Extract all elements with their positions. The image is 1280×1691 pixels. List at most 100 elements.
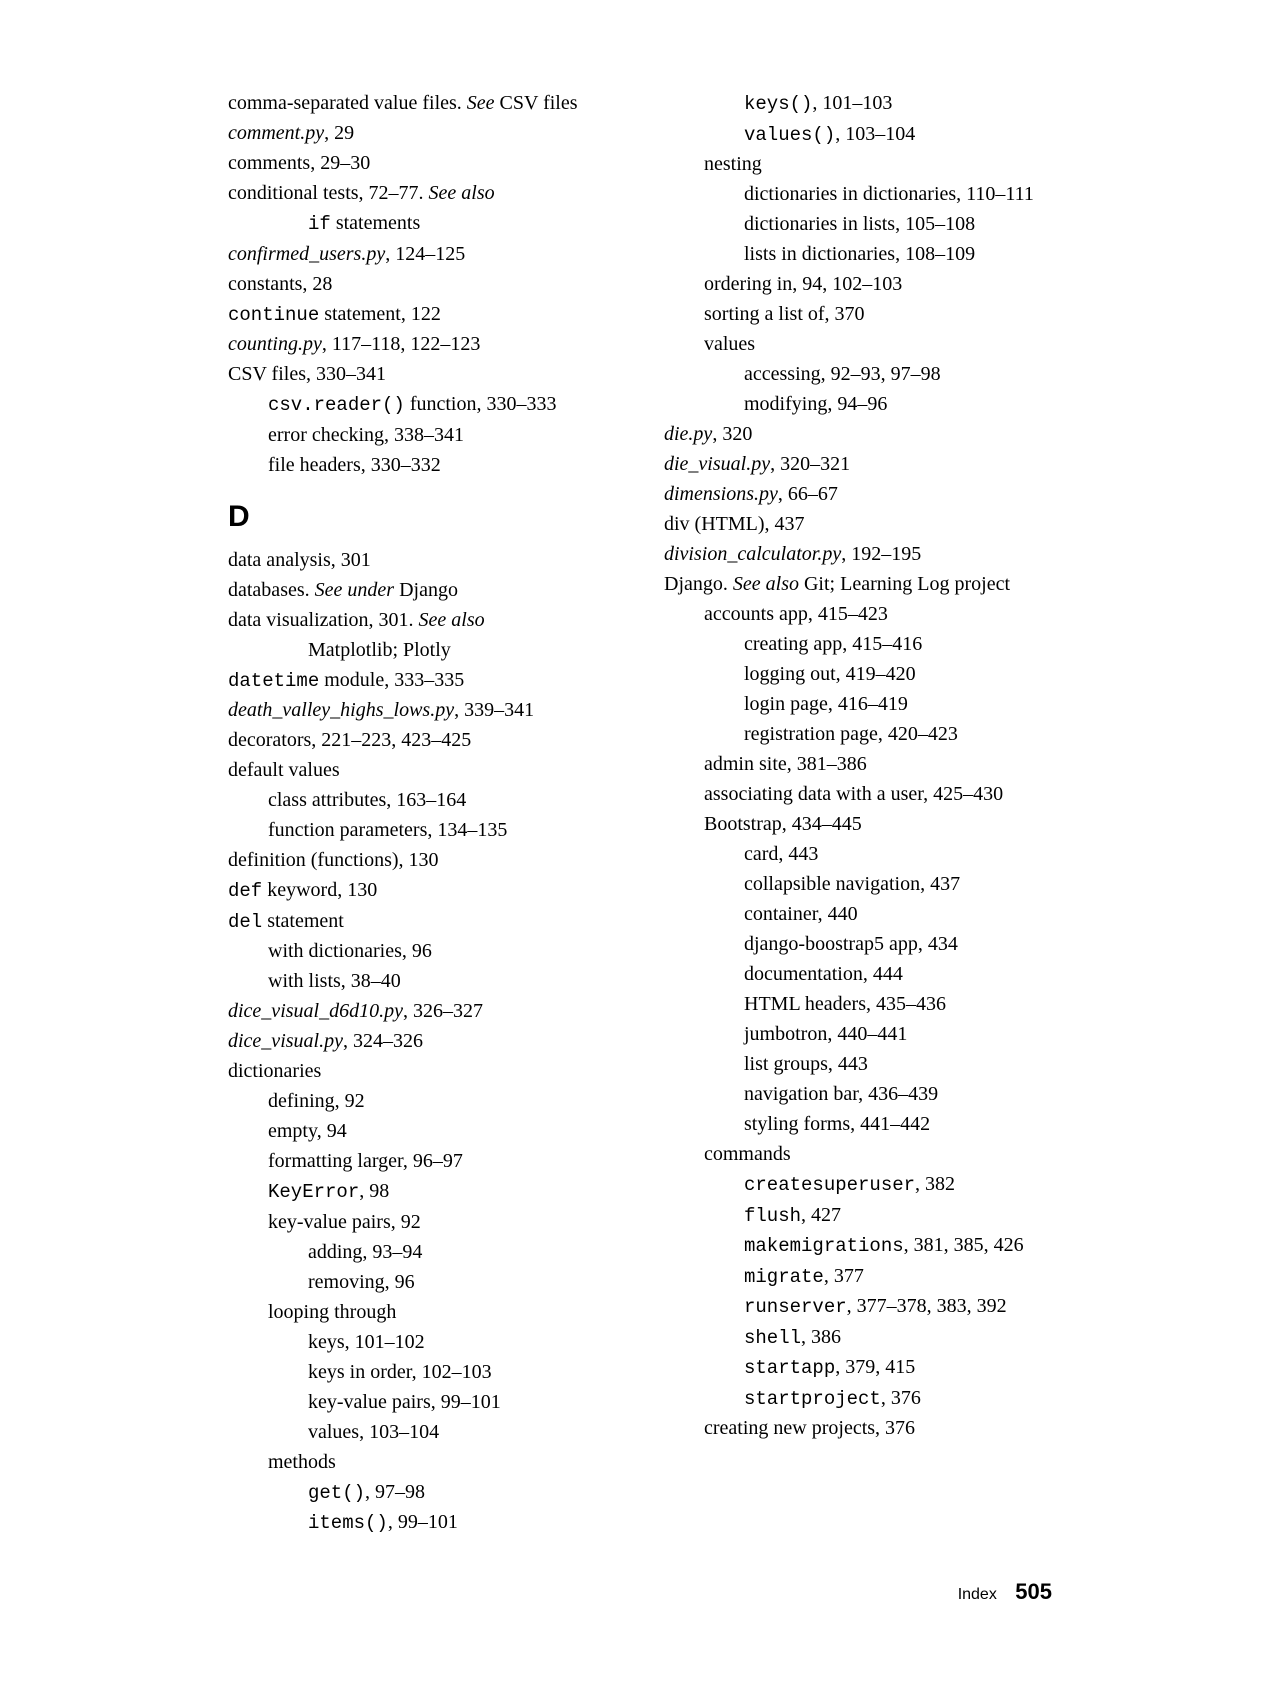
index-text: associating data with a user, 425–430 — [704, 783, 1003, 805]
index-entry: container, 440 — [664, 899, 1052, 929]
index-entry: login page, 416–419 — [664, 689, 1052, 719]
index-text: , 192–195 — [841, 543, 921, 565]
index-entry: startproject, 376 — [664, 1383, 1052, 1414]
index-entry: dice_visual_d6d10.py, 326–327 — [228, 996, 616, 1026]
index-text: datetime — [228, 670, 319, 692]
index-text: KeyError — [268, 1181, 359, 1203]
index-letter-heading: D — [228, 494, 616, 539]
index-entry: runserver, 377–378, 383, 392 — [664, 1291, 1052, 1322]
index-text: , 376 — [881, 1387, 921, 1409]
index-text: createsuperuser — [744, 1174, 915, 1196]
index-entry: Bootstrap, 434–445 — [664, 809, 1052, 839]
index-text: , 66–67 — [778, 483, 838, 505]
index-text: continue — [228, 304, 319, 326]
index-entry: Django. See also Git; Learning Log proje… — [664, 569, 1052, 599]
index-text: statements — [331, 212, 420, 234]
index-text: , 377–378, 383, 392 — [847, 1295, 1007, 1317]
index-text: comments, 29–30 — [228, 152, 370, 174]
index-entry: createsuperuser, 382 — [664, 1169, 1052, 1200]
index-text: values — [704, 333, 755, 355]
index-text: removing, 96 — [308, 1271, 415, 1293]
index-text: See also — [419, 609, 485, 631]
index-entry: items(), 99–101 — [228, 1507, 616, 1538]
index-entry: empty, 94 — [228, 1116, 616, 1146]
index-text: , 320 — [712, 423, 752, 445]
index-text: values, 103–104 — [308, 1421, 439, 1443]
index-entry: definition (functions), 130 — [228, 845, 616, 875]
index-text: flush — [744, 1205, 801, 1227]
index-text: commands — [704, 1143, 791, 1165]
index-text: csv.reader() — [268, 394, 405, 416]
index-text: dictionaries in lists, 105–108 — [744, 213, 975, 235]
index-text: methods — [268, 1451, 336, 1473]
index-entry: with lists, 38–40 — [228, 966, 616, 996]
index-text: ordering in, 94, 102–103 — [704, 273, 902, 295]
index-entry: commands — [664, 1139, 1052, 1169]
index-text: die.py — [664, 423, 712, 445]
index-entry: confirmed_users.py, 124–125 — [228, 239, 616, 269]
index-text: admin site, 381–386 — [704, 753, 867, 775]
index-entry: modifying, 94–96 — [664, 389, 1052, 419]
index-entry: associating data with a user, 425–430 — [664, 779, 1052, 809]
index-entry: lists in dictionaries, 108–109 — [664, 239, 1052, 269]
page-footer: Index 505 — [958, 1579, 1052, 1605]
index-entry: creating new projects, 376 — [664, 1413, 1052, 1443]
index-text: CSV files, 330–341 — [228, 363, 386, 385]
index-text: modifying, 94–96 — [744, 393, 887, 415]
index-text: Django. — [664, 573, 733, 595]
index-entry: makemigrations, 381, 385, 426 — [664, 1230, 1052, 1261]
index-text: login page, 416–419 — [744, 693, 908, 715]
index-column-left: comma-separated value files. See CSV fil… — [228, 88, 616, 1538]
index-text: collapsible navigation, 437 — [744, 873, 960, 895]
index-text: Git; Learning Log project — [804, 573, 1010, 595]
index-text: default values — [228, 759, 340, 781]
index-entry: comments, 29–30 — [228, 148, 616, 178]
index-text: list groups, 443 — [744, 1053, 868, 1075]
index-text: card, 443 — [744, 843, 818, 865]
index-columns: comma-separated value files. See CSV fil… — [228, 88, 1052, 1538]
index-text: registration page, 420–423 — [744, 723, 958, 745]
index-entry: sorting a list of, 370 — [664, 299, 1052, 329]
index-text: conditional tests, 72–77. — [228, 182, 429, 204]
index-text: Django — [399, 579, 458, 601]
index-column-right: keys(), 101–103values(), 103–104nestingd… — [664, 88, 1052, 1538]
index-text: shell — [744, 1327, 801, 1349]
index-text: navigation bar, 436–439 — [744, 1083, 938, 1105]
index-text: keys in order, 102–103 — [308, 1361, 492, 1383]
index-entry: comma-separated value files. See CSV fil… — [228, 88, 616, 118]
index-text: module, 333–335 — [319, 669, 464, 691]
index-entry: csv.reader() function, 330–333 — [228, 389, 616, 420]
index-text: jumbotron, 440–441 — [744, 1023, 907, 1045]
index-text: , 427 — [801, 1204, 841, 1226]
index-text: See — [467, 92, 500, 114]
index-text: , 103–104 — [835, 123, 915, 145]
index-text: defining, 92 — [268, 1090, 365, 1112]
index-entry: conditional tests, 72–77. See also — [228, 178, 616, 208]
index-text: CSV files — [500, 92, 578, 114]
index-entry: CSV files, 330–341 — [228, 359, 616, 389]
index-text: runserver — [744, 1296, 847, 1318]
index-text: adding, 93–94 — [308, 1241, 422, 1263]
index-entry: logging out, 419–420 — [664, 659, 1052, 689]
index-entry: constants, 28 — [228, 269, 616, 299]
index-text: HTML headers, 435–436 — [744, 993, 946, 1015]
index-entry: death_valley_highs_lows.py, 339–341 — [228, 695, 616, 725]
index-text: creating app, 415–416 — [744, 633, 922, 655]
index-entry: get(), 97–98 — [228, 1477, 616, 1508]
index-entry: django-boostrap5 app, 434 — [664, 929, 1052, 959]
index-text: dice_visual.py — [228, 1030, 343, 1052]
index-text: key-value pairs, 99–101 — [308, 1391, 501, 1413]
index-entry: keys, 101–102 — [228, 1327, 616, 1357]
index-text: See also — [733, 573, 804, 595]
index-entry: dice_visual.py, 324–326 — [228, 1026, 616, 1056]
index-entry: keys(), 101–103 — [664, 88, 1052, 119]
index-text: constants, 28 — [228, 273, 332, 295]
index-entry: accounts app, 415–423 — [664, 599, 1052, 629]
index-text: function, 330–333 — [405, 393, 557, 415]
index-entry: values(), 103–104 — [664, 119, 1052, 150]
index-text: , 97–98 — [365, 1481, 425, 1503]
index-text: , 382 — [915, 1173, 955, 1195]
index-entry: removing, 96 — [228, 1267, 616, 1297]
index-text: decorators, 221–223, 423–425 — [228, 729, 471, 751]
index-entry: HTML headers, 435–436 — [664, 989, 1052, 1019]
